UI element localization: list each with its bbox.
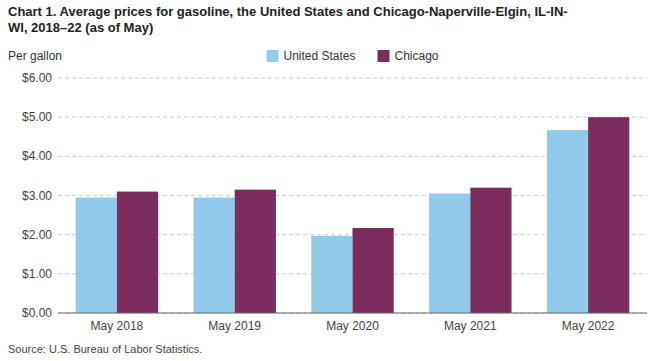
y-tick-label: $4.00 <box>22 149 52 163</box>
source: Source: U.S. Bureau of Labor Statistics. <box>8 343 202 355</box>
legend-item: United States <box>266 49 355 63</box>
title: Chart 1. Average prices for gasoline, th… <box>8 4 568 35</box>
bar <box>547 130 588 313</box>
grid-line <box>58 117 647 118</box>
grid-line <box>58 313 647 314</box>
title-line: Chart 1. Average prices for gasoline, th… <box>8 4 568 19</box>
bar <box>470 188 511 313</box>
y-tick-label: $0.00 <box>22 306 52 320</box>
bar <box>429 194 470 313</box>
x-tick-label: May 2019 <box>208 319 261 333</box>
y-tick-label: $1.00 <box>22 267 52 281</box>
y-tick-label: $2.00 <box>22 228 52 242</box>
title-line: WI, 2018–22 (as of May) <box>8 20 153 35</box>
legend-swatch <box>266 50 278 62</box>
legend-item: Chicago <box>378 49 439 63</box>
legend-label: United States <box>283 49 355 63</box>
bar <box>193 197 234 313</box>
bar <box>311 236 352 313</box>
legend-label: Chicago <box>395 49 439 63</box>
x-tick-label: May 2020 <box>326 319 379 333</box>
legend: United States Chicago <box>266 49 438 63</box>
bar <box>235 190 276 313</box>
chart: Chart 1. Average prices for gasoline, th… <box>0 0 661 361</box>
bar <box>117 192 158 313</box>
legend-swatch <box>378 50 390 62</box>
bar <box>588 117 629 313</box>
grid-line <box>58 78 647 79</box>
bars <box>76 117 630 313</box>
x-tick-label: May 2022 <box>562 319 615 333</box>
x-axis-line <box>58 313 647 314</box>
x-tick-label: May 2018 <box>91 319 144 333</box>
y-axis-label: Per gallon <box>8 49 62 63</box>
x-tick-label: May 2021 <box>444 319 497 333</box>
y-tick-label: $3.00 <box>22 189 52 203</box>
y-tick-label: $5.00 <box>22 110 52 124</box>
bar <box>353 228 394 313</box>
grid <box>58 78 647 313</box>
y-tick-label: $6.00 <box>22 71 52 85</box>
bar <box>76 197 117 313</box>
